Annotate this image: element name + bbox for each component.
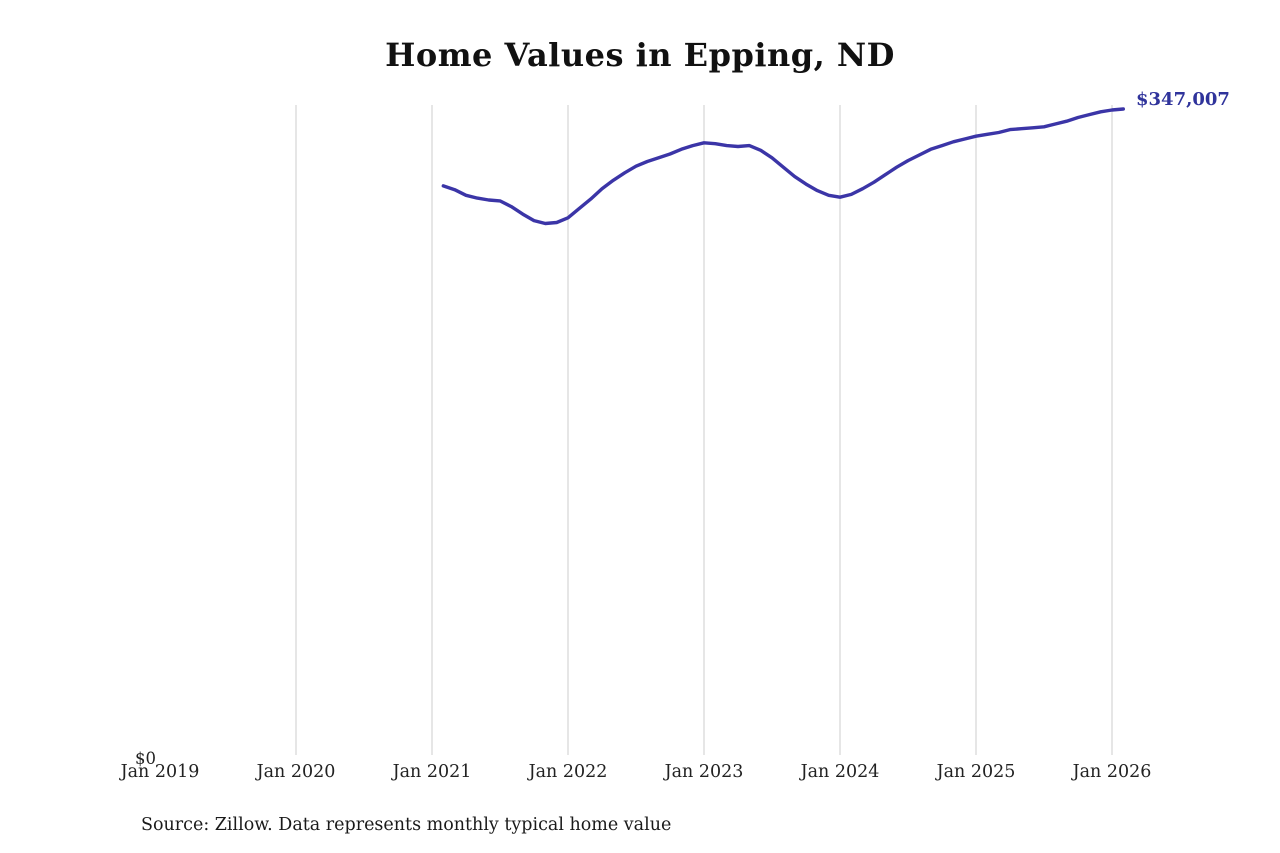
y-axis-zero-label: $0 [135,749,156,768]
x-axis-label: Jan 2025 [936,762,1016,782]
x-axis-label: Jan 2022 [528,762,608,782]
end-value-label: $347,007 [1136,89,1230,110]
chart-title: Home Values in Epping, ND [385,36,895,74]
x-axis-label: Jan 2020 [256,762,336,782]
x-axis-label: Jan 2021 [392,762,472,782]
x-axis-label: Jan 2023 [664,762,744,782]
x-axis-labels: Jan 2019 Jan 2020 Jan 2021 Jan 2022 Jan 2023… [0,762,1280,790]
price-line [441,107,1126,226]
x-axis-label: Jan 2024 [800,762,880,782]
x-axis-label: Jan 2026 [1072,762,1152,782]
x-axis-label: Jan 2019 [120,762,200,782]
source-note: Source: Zillow. Data represents monthly … [141,815,672,835]
